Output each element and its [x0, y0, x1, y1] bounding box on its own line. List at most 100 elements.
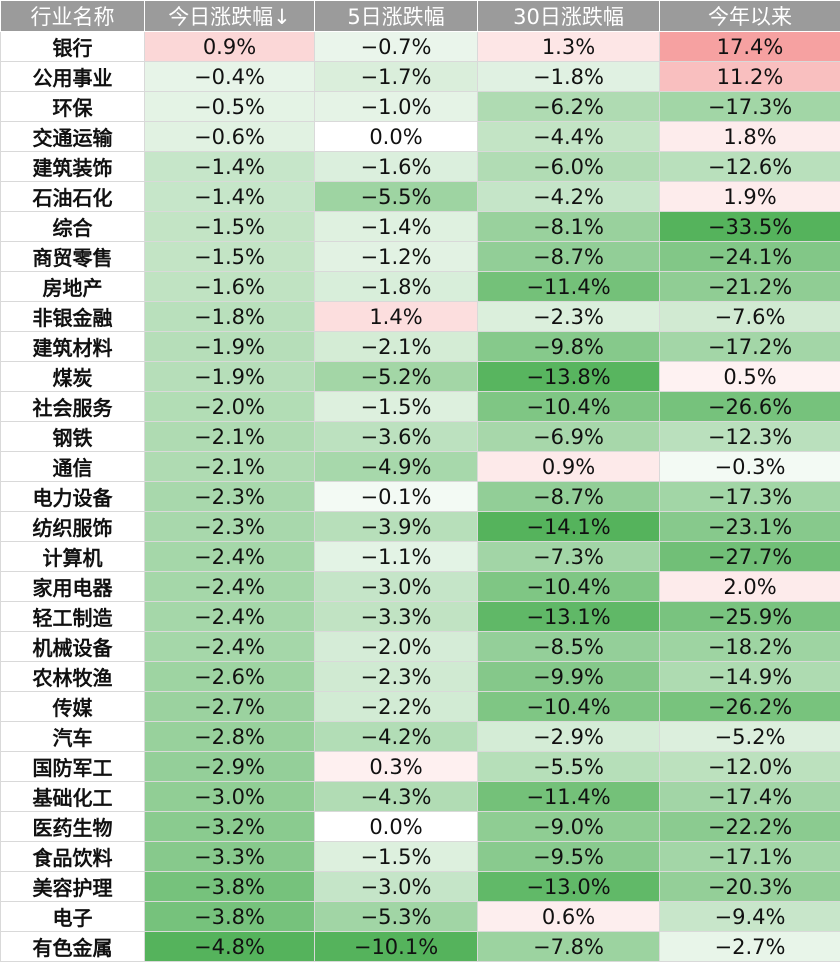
industry-name-cell: 综合 — [1, 212, 145, 242]
ytd-change-cell: −25.9% — [660, 602, 840, 632]
today-change-cell: −2.4% — [145, 632, 315, 662]
5day-change-cell: −4.2% — [315, 722, 478, 752]
today-change-cell: −2.6% — [145, 662, 315, 692]
table-row[interactable]: 机械设备−2.4%−2.0%−8.5%−18.2% — [1, 632, 840, 662]
table-row[interactable]: 钢铁−2.1%−3.6%−6.9%−12.3% — [1, 422, 840, 452]
ytd-change-cell: −2.7% — [660, 932, 840, 962]
5day-change-cell: −10.1% — [315, 932, 478, 962]
table-row[interactable]: 计算机−2.4%−1.1%−7.3%−27.7% — [1, 542, 840, 572]
5day-change-cell: −5.3% — [315, 902, 478, 932]
table-row[interactable]: 社会服务−2.0%−1.5%−10.4%−26.6% — [1, 392, 840, 422]
table-row[interactable]: 通信−2.1%−4.9%0.9%−0.3% — [1, 452, 840, 482]
30day-change-cell: −6.0% — [478, 152, 660, 182]
industry-name-cell: 建筑材料 — [1, 332, 145, 362]
industry-name-cell: 石油石化 — [1, 182, 145, 212]
header-industry-name[interactable]: 行业名称 — [1, 1, 145, 32]
table-row[interactable]: 石油石化−1.4%−5.5%−4.2%1.9% — [1, 182, 840, 212]
table-row[interactable]: 综合−1.5%−1.4%−8.1%−33.5% — [1, 212, 840, 242]
5day-change-cell: −5.5% — [315, 182, 478, 212]
today-change-cell: −1.5% — [145, 212, 315, 242]
5day-change-cell: −2.2% — [315, 692, 478, 722]
table-row[interactable]: 交通运输−0.6%0.0%−4.4%1.8% — [1, 122, 840, 152]
industry-name-cell: 美容护理 — [1, 872, 145, 902]
table-row[interactable]: 商贸零售−1.5%−1.2%−8.7%−24.1% — [1, 242, 840, 272]
today-change-cell: −2.9% — [145, 752, 315, 782]
ytd-change-cell: 17.4% — [660, 32, 840, 62]
ytd-change-cell: 0.5% — [660, 362, 840, 392]
table-row[interactable]: 建筑材料−1.9%−2.1%−9.8%−17.2% — [1, 332, 840, 362]
ytd-change-cell: −17.1% — [660, 842, 840, 872]
30day-change-cell: −13.1% — [478, 602, 660, 632]
5day-change-cell: −1.8% — [315, 272, 478, 302]
header-today-change[interactable]: 今日涨跌幅↓ — [145, 1, 315, 32]
table-row[interactable]: 环保−0.5%−1.0%−6.2%−17.3% — [1, 92, 840, 122]
30day-change-cell: −7.8% — [478, 932, 660, 962]
table-row[interactable]: 基础化工−3.0%−4.3%−11.4%−17.4% — [1, 782, 840, 812]
ytd-change-cell: −14.9% — [660, 662, 840, 692]
today-change-cell: −1.8% — [145, 302, 315, 332]
ytd-change-cell: 1.8% — [660, 122, 840, 152]
table-row[interactable]: 建筑装饰−1.4%−1.6%−6.0%−12.6% — [1, 152, 840, 182]
industry-name-cell: 农林牧渔 — [1, 662, 145, 692]
industry-name-cell: 计算机 — [1, 542, 145, 572]
table-row[interactable]: 传媒−2.7%−2.2%−10.4%−26.2% — [1, 692, 840, 722]
today-change-cell: −2.4% — [145, 572, 315, 602]
ytd-change-cell: 1.9% — [660, 182, 840, 212]
industry-name-cell: 环保 — [1, 92, 145, 122]
table-row[interactable]: 有色金属−4.8%−10.1%−7.8%−2.7% — [1, 932, 840, 962]
ytd-change-cell: −20.3% — [660, 872, 840, 902]
table-row[interactable]: 公用事业−0.4%−1.7%−1.8%11.2% — [1, 62, 840, 92]
table-row[interactable]: 纺织服饰−2.3%−3.9%−14.1%−23.1% — [1, 512, 840, 542]
5day-change-cell: −3.0% — [315, 872, 478, 902]
30day-change-cell: −10.4% — [478, 692, 660, 722]
table-row[interactable]: 电子−3.8%−5.3%0.6%−9.4% — [1, 902, 840, 932]
ytd-change-cell: −33.5% — [660, 212, 840, 242]
ytd-change-cell: −12.3% — [660, 422, 840, 452]
table-row[interactable]: 煤炭−1.9%−5.2%−13.8%0.5% — [1, 362, 840, 392]
table-row[interactable]: 农林牧渔−2.6%−2.3%−9.9%−14.9% — [1, 662, 840, 692]
ytd-change-cell: −17.4% — [660, 782, 840, 812]
industry-name-cell: 医药生物 — [1, 812, 145, 842]
30day-change-cell: −8.7% — [478, 482, 660, 512]
table-row[interactable]: 食品饮料−3.3%−1.5%−9.5%−17.1% — [1, 842, 840, 872]
5day-change-cell: −3.6% — [315, 422, 478, 452]
ytd-change-cell: −12.0% — [660, 752, 840, 782]
ytd-change-cell: 2.0% — [660, 572, 840, 602]
5day-change-cell: 0.3% — [315, 752, 478, 782]
ytd-change-cell: −21.2% — [660, 272, 840, 302]
today-change-cell: −0.4% — [145, 62, 315, 92]
table-row[interactable]: 国防军工−2.9%0.3%−5.5%−12.0% — [1, 752, 840, 782]
30day-change-cell: 0.9% — [478, 452, 660, 482]
industry-name-cell: 非银金融 — [1, 302, 145, 332]
header-5day-change[interactable]: 5日涨跌幅 — [315, 1, 478, 32]
5day-change-cell: −3.9% — [315, 512, 478, 542]
5day-change-cell: −0.7% — [315, 32, 478, 62]
today-change-cell: −1.9% — [145, 362, 315, 392]
ytd-change-cell: −26.6% — [660, 392, 840, 422]
table-row[interactable]: 轻工制造−2.4%−3.3%−13.1%−25.9% — [1, 602, 840, 632]
table-row[interactable]: 家用电器−2.4%−3.0%−10.4%2.0% — [1, 572, 840, 602]
table-row[interactable]: 非银金融−1.8%1.4%−2.3%−7.6% — [1, 302, 840, 332]
table-row[interactable]: 美容护理−3.8%−3.0%−13.0%−20.3% — [1, 872, 840, 902]
30day-change-cell: −9.0% — [478, 812, 660, 842]
5day-change-cell: −1.0% — [315, 92, 478, 122]
ytd-change-cell: −17.3% — [660, 482, 840, 512]
today-change-cell: −3.8% — [145, 872, 315, 902]
industry-name-cell: 传媒 — [1, 692, 145, 722]
table-row[interactable]: 医药生物−3.2%0.0%−9.0%−22.2% — [1, 812, 840, 842]
today-change-cell: −2.7% — [145, 692, 315, 722]
table-row[interactable]: 房地产−1.6%−1.8%−11.4%−21.2% — [1, 272, 840, 302]
5day-change-cell: −3.0% — [315, 572, 478, 602]
30day-change-cell: −8.5% — [478, 632, 660, 662]
header-ytd-change[interactable]: 今年以来 — [660, 1, 840, 32]
table-row[interactable]: 汽车−2.8%−4.2%−2.9%−5.2% — [1, 722, 840, 752]
header-30day-change[interactable]: 30日涨跌幅 — [478, 1, 660, 32]
table-row[interactable]: 电力设备−2.3%−0.1%−8.7%−17.3% — [1, 482, 840, 512]
ytd-change-cell: −5.2% — [660, 722, 840, 752]
30day-change-cell: −13.0% — [478, 872, 660, 902]
30day-change-cell: −5.5% — [478, 752, 660, 782]
30day-change-cell: −10.4% — [478, 392, 660, 422]
30day-change-cell: −13.8% — [478, 362, 660, 392]
